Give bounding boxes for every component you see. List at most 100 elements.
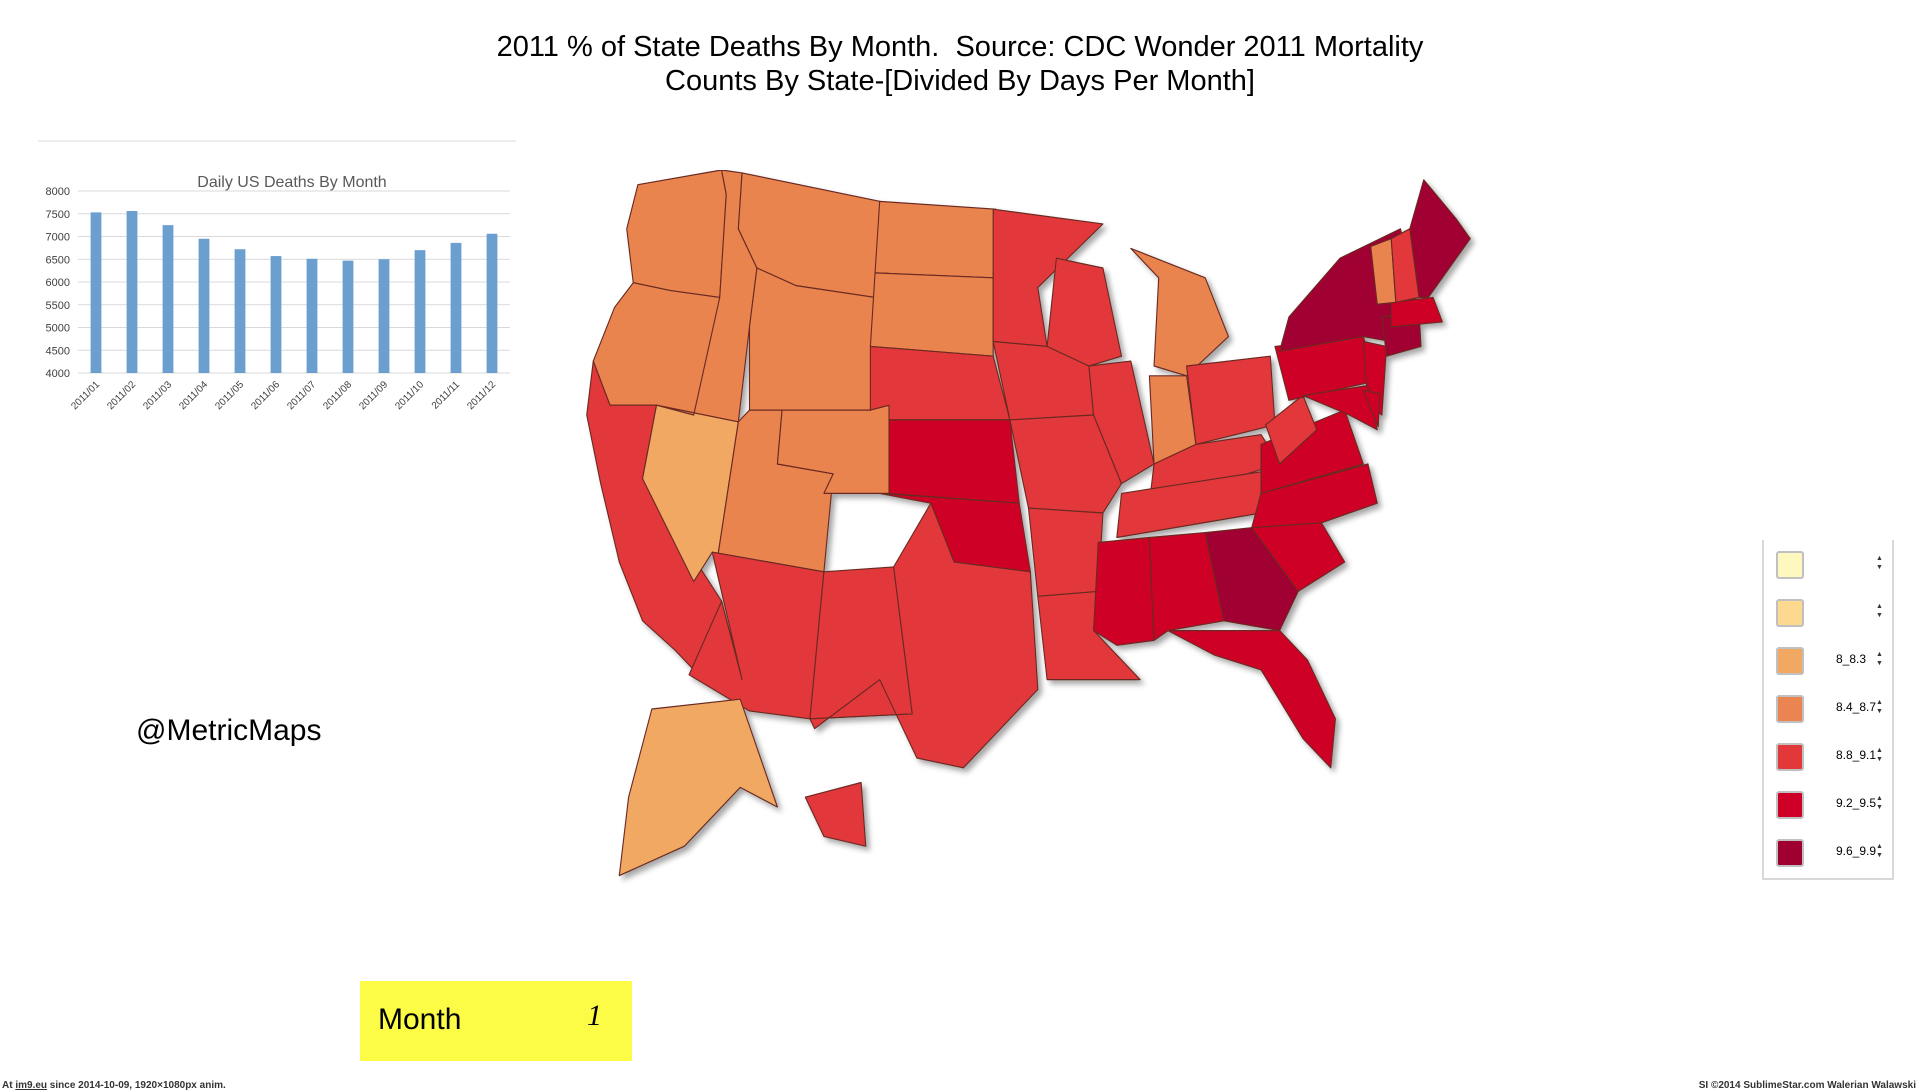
month-value: 1 (587, 999, 602, 1032)
legend-swatch (1776, 599, 1804, 627)
bar-2011/04 (198, 238, 210, 373)
state-mo (1009, 414, 1123, 514)
state-ak (618, 698, 778, 877)
state-me (1409, 179, 1471, 298)
bar-chart-y-ticks: 4000 4500 5000 5500 6000 6500 7000 7500 8000 (46, 186, 70, 380)
state-sd (869, 272, 994, 357)
state-nc (1251, 463, 1378, 529)
state-wv (1265, 394, 1318, 465)
state-md (1302, 385, 1378, 431)
x-tick-label: 2011/12 (465, 379, 498, 412)
state-va (1260, 409, 1364, 494)
state-nd (874, 200, 997, 279)
bar-2011/05 (234, 249, 246, 373)
legend-swatch (1776, 695, 1804, 723)
state-ma (1390, 296, 1443, 328)
legend-label: 9.2_9.5 (1836, 796, 1877, 810)
state-mn (992, 208, 1104, 347)
state-ga (1204, 527, 1299, 632)
bar-2011/09 (378, 259, 390, 373)
month-label: Month (378, 1003, 462, 1036)
state-az (688, 551, 825, 720)
x-tick-label: 2011/03 (141, 379, 174, 412)
x-tick-label: 2011/07 (285, 379, 318, 412)
legend-swatch (1776, 551, 1804, 579)
bar-2011/07 (306, 258, 318, 373)
month-indicator: Month 1 (360, 981, 632, 1061)
legend-swatch (1776, 791, 1804, 819)
state-ne (869, 345, 1011, 421)
footer-left: At im9.eu since 2014-10-09, 1920×1080px … (2, 1080, 226, 1091)
title-line-1: 2011 % of State Deaths By Month. Source:… (496, 31, 1424, 63)
state-il (1088, 360, 1155, 485)
x-tick-label: 2011/06 (249, 379, 282, 412)
state-wi (1046, 257, 1123, 367)
legend-item[interactable]: 8.8_9.1 ▲ ▼ (1776, 738, 1890, 778)
sort-arrows-icon[interactable]: ▲ ▼ (1876, 651, 1883, 667)
state-ks (888, 419, 1020, 504)
bar-2011/03 (162, 225, 174, 373)
bar-chart: Daily US Deaths By Month 4000 4500 5000 550… (38, 140, 516, 412)
map-legend: ▲ ▼ ▲ ▼ 8_8.3 ▲ ▼ 8.4_8.7 ▲ ▼ 8.8_9.1 ▲ ▼ 9.2_9.5 ▲ ▼ 9.… (1762, 540, 1894, 880)
x-tick-label: 2011/04 (177, 379, 210, 412)
sort-arrows-icon[interactable]: ▲ ▼ (1876, 843, 1883, 859)
bar-2011/08 (342, 260, 354, 373)
state-oh (1186, 355, 1276, 445)
bar-2011/12 (486, 233, 498, 373)
y-tick-label: 5000 (46, 323, 70, 335)
bar-chart-gridlines (78, 190, 510, 374)
legend-item[interactable]: ▲ ▼ (1776, 594, 1890, 634)
us-choropleth-map (586, 170, 1471, 877)
legend-swatch (1776, 839, 1804, 867)
state-mi (1130, 247, 1230, 377)
bar-2011/10 (414, 250, 426, 373)
title-line-2: Counts By State-[Divided By Days Per Mon… (665, 65, 1255, 97)
legend-item[interactable]: ▲ ▼ (1776, 546, 1890, 586)
footer-right: SI ©2014 SublimeStar.com Walerian Walaws… (1698, 1080, 1916, 1091)
state-fl (1167, 630, 1336, 769)
legend-label: 8.8_9.1 (1836, 748, 1877, 762)
sort-arrows-icon[interactable]: ▲ ▼ (1876, 747, 1883, 763)
sort-arrows-icon[interactable]: ▲ ▼ (1876, 699, 1883, 715)
bar-2011/06 (270, 256, 282, 373)
y-tick-label: 7000 (46, 232, 70, 244)
footer-link[interactable]: im9.eu (15, 1080, 48, 1091)
legend-swatch (1776, 647, 1804, 675)
sort-arrows-icon[interactable]: ▲ ▼ (1876, 603, 1883, 619)
y-tick-label: 5500 (46, 300, 70, 312)
x-tick-label: 2011/11 (430, 379, 463, 412)
x-tick-label: 2011/01 (69, 379, 102, 412)
sort-arrows-icon[interactable]: ▲ ▼ (1876, 795, 1883, 811)
state-al (1148, 532, 1225, 641)
legend-item[interactable]: 9.2_9.5 ▲ ▼ (1776, 786, 1890, 826)
state-wa (626, 170, 727, 298)
legend-swatch (1776, 743, 1804, 771)
chart-title: 2011 % of State Deaths By Month. Source:… (0, 30, 1920, 98)
sort-arrows-icon[interactable]: ▲ ▼ (1876, 555, 1883, 571)
bar-2011/02 (126, 211, 138, 373)
state-hi (804, 781, 867, 847)
state-ms (1093, 536, 1155, 646)
x-tick-label: 2011/08 (321, 379, 354, 412)
bar-2011/01 (90, 212, 102, 373)
legend-label: 8_8.3 (1836, 652, 1867, 666)
bar-chart-bars (90, 211, 498, 373)
state-de (1362, 389, 1381, 428)
bar-2011/11 (450, 242, 462, 373)
x-tick-label: 2011/09 (357, 379, 390, 412)
legend-label: 8.4_8.7 (1836, 700, 1877, 714)
bar-chart-title: Daily US Deaths By Month (197, 174, 386, 191)
x-tick-label: 2011/10 (393, 379, 426, 412)
state-tx (809, 502, 1039, 769)
legend-item[interactable]: 8.4_8.7 ▲ ▼ (1776, 690, 1890, 730)
legend-item[interactable]: 8_8.3 ▲ ▼ (1776, 642, 1890, 682)
y-tick-label: 4000 (46, 368, 70, 380)
y-tick-label: 7500 (46, 209, 70, 221)
y-tick-label: 4500 (46, 345, 70, 357)
y-tick-label: 6000 (46, 277, 70, 289)
bar-chart-x-ticks: 2011/01 2011/02 2011/03 2011/04 2011/05 2011/… (69, 379, 498, 412)
legend-item[interactable]: 9.6_9.9 ▲ ▼ (1776, 834, 1890, 874)
state-la (1037, 590, 1141, 681)
x-tick-label: 2011/02 (105, 379, 138, 412)
state-ar (1027, 507, 1104, 597)
